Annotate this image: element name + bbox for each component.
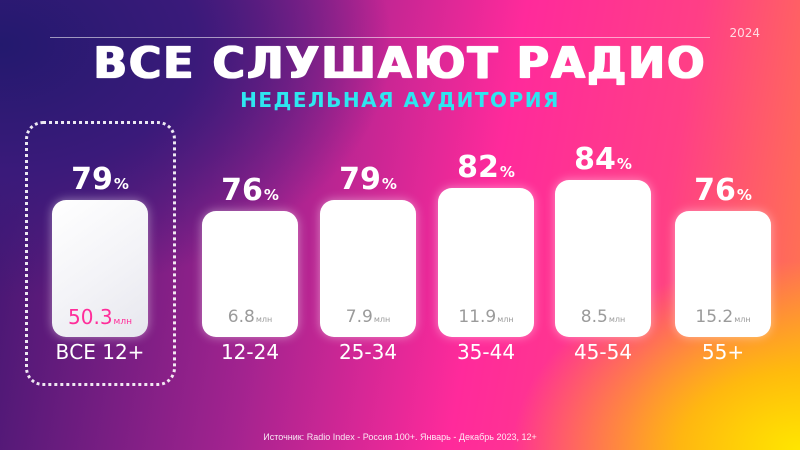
- bar-group: 84% 8.5млн 45-54: [555, 0, 651, 450]
- audience-unit: млн: [113, 317, 132, 327]
- bar-group: 76% 6.8млн 12-24: [202, 0, 298, 450]
- percent-sign: %: [736, 186, 752, 205]
- audience-label: 8.5млн: [555, 307, 651, 330]
- percent-value: 79: [339, 161, 381, 197]
- bar: [675, 211, 771, 337]
- category-label: ВСЕ 12+: [55, 340, 145, 364]
- percent-label: 79%: [320, 161, 416, 199]
- audience-label: 7.9млн: [320, 307, 416, 330]
- category-label: 12-24: [220, 340, 280, 364]
- percent-value: 76: [221, 173, 263, 209]
- audience-unit: млн: [734, 315, 751, 324]
- audience-unit: млн: [608, 315, 626, 324]
- category-label: 35-44: [456, 340, 516, 364]
- audience-value: 15.2: [695, 307, 734, 327]
- audience-label: 11.9млн: [438, 307, 534, 330]
- audience-value: 7.9: [345, 307, 373, 327]
- percent-label: 84%: [555, 141, 651, 179]
- percent-label: 82%: [438, 149, 534, 187]
- percent-value: 79: [71, 161, 113, 197]
- bar: [320, 199, 416, 337]
- category-label: 45-54: [573, 340, 633, 364]
- bar: [52, 199, 148, 337]
- audience-value: 11.9: [458, 307, 497, 327]
- percent-value: 82: [457, 149, 499, 185]
- source-note: Источник: Radio Index - Россия 100+. Янв…: [263, 432, 537, 442]
- percent-label: 79%: [52, 161, 148, 199]
- highlight-frame: [25, 121, 176, 386]
- page-subtitle: НЕДЕЛЬНАЯ АУДИТОРИЯ: [240, 88, 560, 112]
- percent-label: 76%: [202, 176, 298, 210]
- audience-label: 50.3млн: [52, 307, 148, 332]
- audience-label: 15.2млн: [675, 307, 771, 330]
- audience-value: 8.5: [580, 307, 608, 327]
- percent-sign: %: [381, 174, 397, 193]
- audience-value: 6.8: [227, 307, 255, 327]
- bar: [438, 187, 534, 337]
- bar-group: 82% 11.9млн 35-44: [438, 0, 534, 450]
- percent-sign: %: [263, 186, 279, 205]
- audience-unit: млн: [497, 315, 514, 324]
- category-label: 25-34: [338, 340, 398, 364]
- percent-value: 76: [694, 173, 736, 209]
- percent-label: 76%: [675, 176, 771, 210]
- bar-group: 79% 7.9млн 25-34: [320, 0, 416, 450]
- audience-unit: млн: [255, 315, 273, 324]
- category-label: 55+: [701, 340, 745, 364]
- bar-group: 76% 15.2млн 55+: [675, 0, 771, 450]
- audience-unit: млн: [373, 315, 391, 324]
- audience-label: 6.8млн: [202, 307, 298, 330]
- bar: [555, 179, 651, 337]
- bar-group: 79% 50.3млн ВСЕ 12+: [52, 0, 148, 450]
- percent-value: 84: [574, 141, 616, 177]
- percent-sign: %: [113, 174, 129, 193]
- percent-sign: %: [616, 154, 632, 173]
- page-title: ВСЕ СЛУШАЮТ РАДИО: [93, 38, 707, 89]
- percent-sign: %: [499, 162, 515, 181]
- bar: [202, 211, 298, 337]
- year-label: 2024: [729, 26, 760, 40]
- audience-value: 50.3: [68, 305, 113, 329]
- header-rule: [50, 37, 710, 38]
